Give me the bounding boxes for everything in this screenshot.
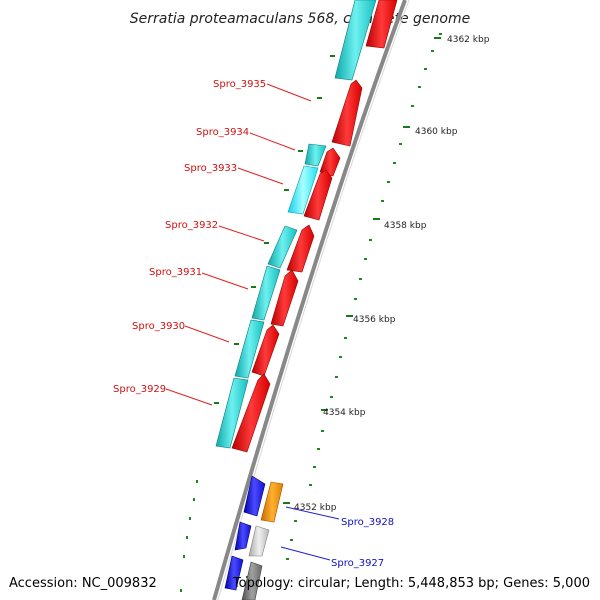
- genome-title: Serratia proteamaculans 568, complete ge…: [130, 11, 470, 27]
- major-tick-4354: 4354 kbp: [321, 408, 366, 418]
- gene-cyan-7[interactable]: [215, 377, 249, 449]
- tick-label-4352: 4352 kbp: [294, 503, 337, 513]
- major-tick-4360: 4360 kbp: [403, 126, 458, 137]
- tick-label-4362: 4362 kbp: [447, 35, 490, 45]
- lower-genes: [224, 475, 284, 600]
- minor-ticks-right: [286, 33, 442, 560]
- gene-label-spro-3935[interactable]: Spro_3935: [213, 79, 266, 90]
- gene-red-5[interactable]: [286, 224, 315, 273]
- label-leaders: [165, 83, 340, 561]
- gene-cyan-2[interactable]: [304, 143, 327, 167]
- major-tick-4356: 4356 kbp: [346, 315, 396, 325]
- gene-label-spro-3934[interactable]: Spro_3934: [196, 127, 249, 138]
- major-tick-4352: 4352 kbp: [283, 502, 337, 513]
- gene-label-spro-3927[interactable]: Spro_3927: [331, 558, 384, 569]
- gene-red-2[interactable]: [331, 79, 363, 147]
- gene-darkgray-1[interactable]: [241, 561, 263, 600]
- gene-label-spro-3932[interactable]: Spro_3932: [165, 220, 218, 231]
- gene-orange-1[interactable]: [260, 481, 284, 523]
- gene-cyan-1[interactable]: [334, 0, 377, 81]
- gene-label-spro-3930[interactable]: Spro_3930: [132, 321, 185, 332]
- gene-red-4[interactable]: [303, 169, 333, 221]
- gene-label-spro-3929[interactable]: Spro_3929: [113, 384, 166, 395]
- gene-red-3[interactable]: [319, 147, 341, 177]
- gene-red-8[interactable]: [231, 373, 271, 453]
- gene-lightgray-1[interactable]: [248, 525, 270, 557]
- gene-cyan-5[interactable]: [251, 265, 281, 321]
- gene-cyan-3[interactable]: [287, 165, 319, 215]
- major-tick-4358: 4358 kbp: [373, 218, 427, 231]
- gene-blue-1[interactable]: [243, 475, 266, 517]
- major-tick-4362: 4362 kbp: [434, 35, 490, 45]
- accession-text: Accession: NC_009832: [9, 576, 157, 591]
- gene-blue-2[interactable]: [234, 521, 252, 551]
- gene-red-6[interactable]: [270, 269, 299, 327]
- gene-blue-3[interactable]: [224, 555, 244, 591]
- gene-red-1[interactable]: [365, 0, 398, 49]
- gene-label-spro-3931[interactable]: Spro_3931: [149, 267, 202, 278]
- red-genes: [231, 0, 398, 453]
- tick-label-4360: 4360 kbp: [415, 127, 458, 137]
- cyan-genes: [215, 0, 377, 449]
- minor-ticks-left: [180, 480, 198, 592]
- genome-stats-text: Topology: circular; Length: 5,448,853 bp…: [232, 576, 590, 591]
- tick-label-4356: 4356 kbp: [353, 315, 396, 325]
- tick-label-4354: 4354 kbp: [323, 408, 366, 418]
- gene-label-spro-3928[interactable]: Spro_3928: [341, 517, 394, 528]
- gene-cyan-4[interactable]: [267, 225, 298, 269]
- gene-label-spro-3933[interactable]: Spro_3933: [184, 163, 237, 174]
- gene-red-7[interactable]: [251, 324, 280, 377]
- tick-label-4358: 4358 kbp: [384, 221, 427, 231]
- gene-cyan-6[interactable]: [234, 319, 265, 379]
